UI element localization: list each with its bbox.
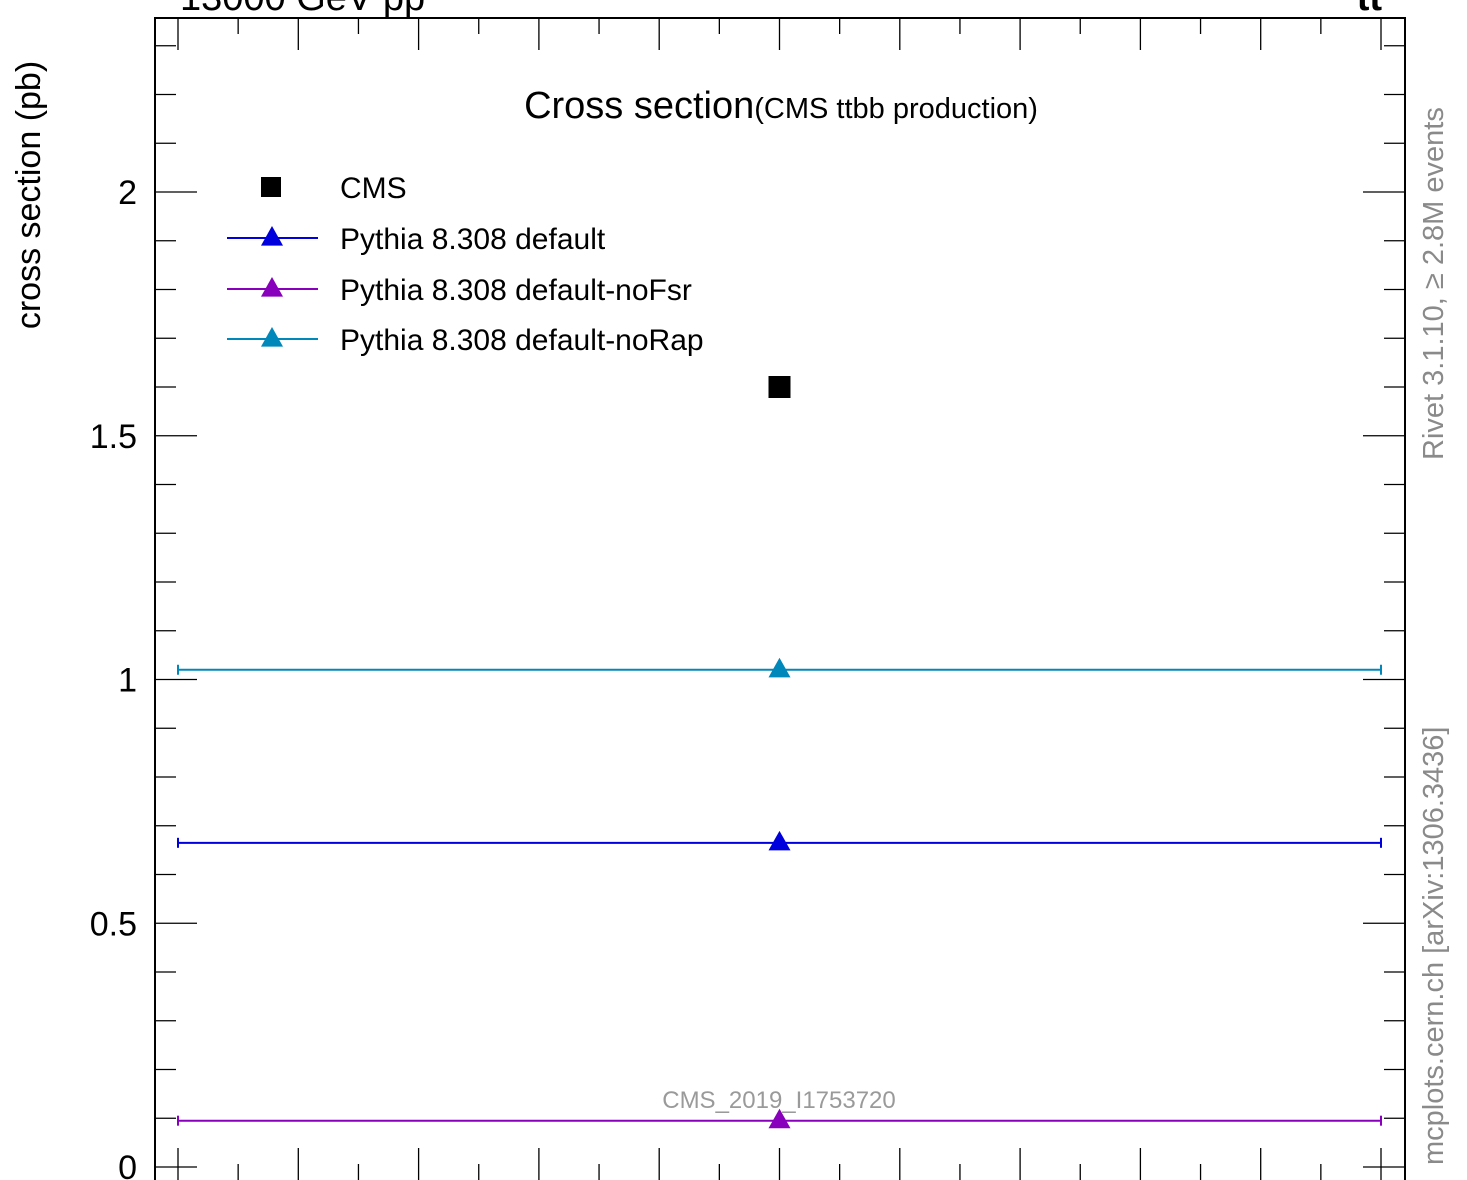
header-process-label: tt [1357,0,1383,19]
y-tick-label: 0 [118,1149,137,1180]
legend: CMS Pythia 8.308 default Pythia 8.308 defa… [227,172,704,357]
legend-label: Pythia 8.308 default-noRap [340,324,704,357]
legend-entry: CMS [261,172,407,205]
analysis-label: CMS_2019_I1753720 [662,1087,896,1114]
legend-label: Pythia 8.308 default-noFsr [340,274,692,307]
legend-marker-triangle [261,226,283,246]
legend-marker-square [261,177,281,197]
legend-marker-triangle [261,327,283,347]
series-1-point [768,830,791,851]
axis-ticks [155,18,1405,1180]
data-layer [177,376,1382,1129]
chart-title-sub: (CMS ttbb production) [754,93,1038,125]
series-3-point [768,657,791,678]
y-axis-label: cross section (pb) [10,61,48,329]
y-tick-label: 2 [118,174,137,212]
legend-entry: Pythia 8.308 default [227,223,606,256]
rivet-version-label: Rivet 3.1.10, ≥ 2.8M events [1418,107,1450,460]
series-0-point [768,376,791,398]
plot-frame [154,17,1406,1180]
y-tick-label: 1.5 [90,418,137,456]
legend-label: CMS [340,172,407,205]
y-tick-label: 0.5 [90,905,137,943]
y-tick-label: 1 [118,662,137,700]
y-tick-labels: 00.511.522.533.544.5 [90,174,137,1180]
legend-marker-triangle [261,277,283,297]
legend-entry: Pythia 8.308 default-noRap [227,324,704,357]
header-energy-label: 13000 GeV pp [180,0,425,19]
mcplots-source-label: mcplots.cern.ch [arXiv:1306.3436] [1418,727,1450,1165]
series-2-point [768,1108,791,1129]
chart-title-main: Cross section [524,85,754,127]
chart-title: Cross section(CMS ttbb production) [524,85,1038,127]
legend-label: Pythia 8.308 default [340,223,606,256]
legend-entry: Pythia 8.308 default-noFsr [227,274,692,307]
